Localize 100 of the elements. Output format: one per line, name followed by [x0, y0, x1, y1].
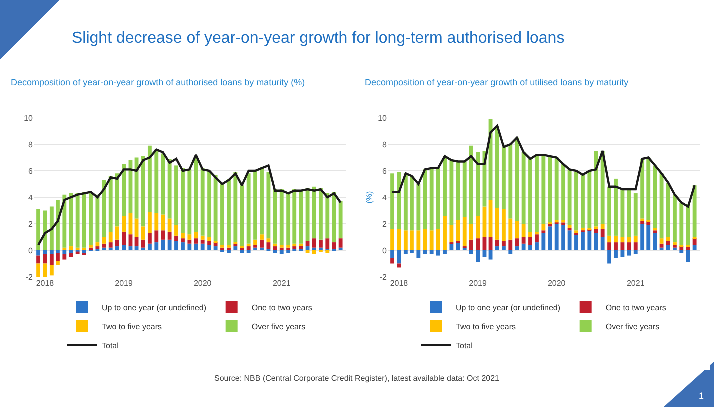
- bar: [89, 245, 93, 248]
- bar: [56, 253, 60, 262]
- bar: [181, 242, 185, 250]
- bar: [246, 250, 251, 254]
- legend-label: Two to five years: [456, 322, 516, 332]
- bar: [502, 147, 506, 210]
- bar: [208, 245, 212, 250]
- bar: [338, 238, 343, 248]
- legend-label: Over five years: [606, 322, 660, 332]
- bar: [69, 194, 74, 247]
- bar: [515, 138, 520, 222]
- bar: [686, 204, 690, 246]
- bar: [134, 218, 139, 238]
- bar: [82, 248, 86, 250]
- bar: [404, 174, 408, 231]
- bar: [502, 241, 506, 247]
- chart-title: Decomposition of year-on-year growth of authorised loans by maturity (%): [11, 77, 306, 88]
- bar: [102, 237, 106, 244]
- bar: [614, 236, 618, 243]
- bar: [666, 241, 670, 246]
- bar: [680, 246, 684, 250]
- bar: [476, 216, 480, 239]
- bar: [430, 168, 434, 231]
- bar: [174, 236, 178, 242]
- bar: [600, 224, 605, 230]
- legend-label: Up to one year (or undefined): [102, 304, 207, 313]
- bar: [423, 170, 428, 230]
- bar: [220, 182, 224, 246]
- bar: [260, 248, 264, 250]
- bar: [286, 250, 291, 254]
- bar: [56, 250, 60, 254]
- x-tick-label: 2021: [626, 279, 646, 288]
- bar: [122, 245, 126, 250]
- bar: [443, 216, 447, 250]
- bar: [280, 248, 284, 250]
- bar: [456, 220, 460, 242]
- bar: [469, 250, 474, 254]
- bar: [332, 192, 336, 243]
- bar: [390, 229, 394, 250]
- x-tick-label: 2020: [548, 279, 566, 288]
- y-tick-label: 8: [382, 140, 388, 150]
- bar: [154, 213, 159, 231]
- bar: [456, 162, 460, 220]
- bar: [161, 230, 166, 240]
- bar: [496, 126, 500, 208]
- bar: [174, 241, 178, 250]
- bar: [562, 220, 566, 223]
- bar: [423, 229, 428, 250]
- bar: [608, 242, 612, 250]
- bar: [108, 242, 113, 248]
- bar: [102, 180, 106, 238]
- bar: [254, 248, 258, 250]
- bar: [515, 246, 520, 250]
- bar: [200, 244, 205, 250]
- x-tick-label: 2018: [36, 279, 55, 288]
- bar: [462, 248, 467, 250]
- bar: [82, 192, 86, 248]
- bar: [404, 250, 408, 254]
- bar: [254, 171, 258, 240]
- bar: [450, 244, 454, 250]
- bar: [312, 186, 316, 239]
- bar: [502, 209, 506, 242]
- bar: [436, 229, 440, 250]
- bar: [554, 224, 559, 250]
- bar: [600, 229, 605, 238]
- bar: [240, 248, 244, 250]
- bar: [266, 242, 271, 250]
- bar: [562, 225, 566, 250]
- bar: [122, 232, 126, 246]
- bar: [174, 225, 178, 236]
- bar: [188, 240, 192, 244]
- bar: [627, 190, 632, 238]
- bar: [686, 250, 690, 262]
- bar: [508, 250, 513, 254]
- bar: [50, 250, 54, 254]
- bar: [430, 250, 434, 254]
- bar: [594, 229, 598, 234]
- bar: [338, 201, 343, 239]
- bar: [200, 168, 205, 236]
- bar: [410, 230, 414, 250]
- bar: [574, 172, 578, 231]
- bar: [574, 234, 578, 250]
- bar: [312, 238, 316, 248]
- bar: [646, 158, 651, 220]
- bar: [326, 194, 330, 239]
- bar: [260, 234, 264, 240]
- bar: [306, 188, 310, 242]
- bar: [692, 245, 697, 250]
- bar: [168, 159, 172, 219]
- bar: [588, 230, 592, 250]
- bar: [161, 240, 166, 250]
- bar: [410, 176, 414, 231]
- bar: [188, 234, 192, 240]
- bar: [227, 178, 231, 246]
- bar: [535, 234, 539, 243]
- y-tick-label: 8: [28, 140, 34, 150]
- bar: [69, 246, 74, 250]
- bar: [50, 206, 54, 250]
- bar: [220, 245, 224, 248]
- bar: [181, 168, 185, 234]
